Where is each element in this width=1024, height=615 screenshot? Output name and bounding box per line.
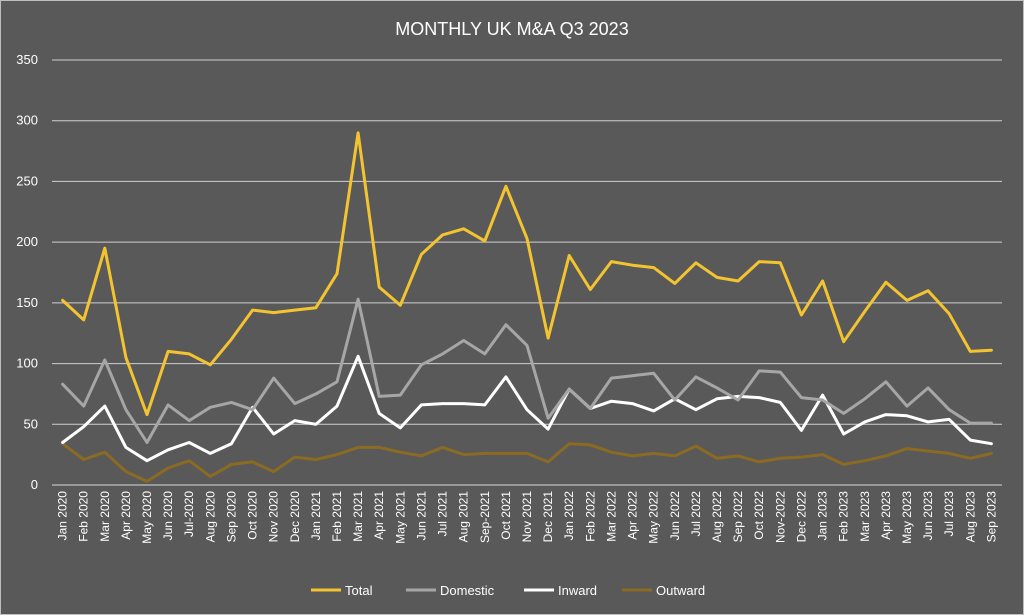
gridlines (52, 59, 1002, 486)
x-tick-label: Sep 2020 (224, 491, 238, 543)
legend: Total Domestic Inward Outward (311, 583, 705, 598)
x-tick-label: Dec 2022 (794, 491, 808, 543)
x-tick-label: Jun 2022 (668, 491, 682, 541)
x-tick-label: Jul 2023 (942, 491, 956, 537)
y-tick-label: 300 (16, 113, 38, 128)
legend-label-outward: Outward (656, 583, 705, 598)
x-tick-label: Dec 2021 (541, 491, 555, 543)
x-tick-label: Jul 2022 (689, 491, 703, 537)
x-tick-label: May 2020 (140, 491, 154, 544)
x-tick-label: Jan 2021 (309, 491, 323, 541)
x-tick-label: Feb 2023 (837, 491, 851, 542)
x-tick-label: Mar 2020 (98, 491, 112, 542)
x-tick-label: Dec 2020 (288, 491, 302, 543)
y-tick-label: 150 (16, 295, 38, 310)
x-tick-label: May 2022 (647, 491, 661, 544)
y-tick-label: 200 (16, 234, 38, 249)
x-tick-label: Jul-2020 (182, 491, 196, 537)
y-tick-label: 0 (31, 477, 38, 492)
x-axis-ticks: Jan 2020 Feb 2020 Mar 2020 Apr 2020 May 2020… (56, 491, 999, 544)
x-tick-label: Jun 2020 (161, 491, 175, 541)
series-lines (61, 131, 993, 483)
x-tick-label: Apr 2021 (372, 491, 386, 540)
x-tick-label: Jan 2022 (562, 491, 576, 541)
x-tick-label: Nov 2021 (520, 491, 534, 543)
x-tick-label: Sep 2022 (731, 491, 745, 543)
x-tick-label: Nov 2020 (267, 491, 281, 543)
x-tick-label: Aug 2020 (203, 491, 217, 543)
legend-label-total: Total (345, 583, 373, 598)
x-tick-label: Oct 2021 (499, 491, 513, 540)
x-tick-label: Apr 2023 (879, 491, 893, 540)
x-tick-label: Feb 2022 (583, 491, 597, 542)
series-line-total (61, 131, 993, 417)
x-tick-label: Oct 2022 (752, 491, 766, 540)
x-tick-label: Nov-2022 (773, 491, 787, 543)
y-axis-ticks: 0 50 100 150 200 250 300 350 (16, 52, 38, 492)
x-tick-label: May 2021 (393, 491, 407, 544)
legend-label-inward: Inward (558, 583, 597, 598)
y-tick-label: 50 (24, 416, 38, 431)
x-tick-label: May 2023 (900, 491, 914, 544)
series-line-outward (61, 442, 993, 483)
x-tick-label: Sep 2023 (984, 491, 998, 543)
x-tick-label: Aug 2021 (457, 491, 471, 543)
x-tick-label: Apr 2020 (119, 491, 133, 540)
legend-label-domestic: Domestic (440, 583, 495, 598)
x-tick-label: Jan 2020 (56, 491, 70, 541)
x-tick-label: Jun 2023 (921, 491, 935, 541)
series-line-inward (61, 354, 993, 463)
x-tick-label: Aug 2022 (710, 491, 724, 543)
x-tick-label: Sep-2021 (478, 491, 492, 543)
x-tick-label: Feb 2021 (330, 491, 344, 542)
x-tick-label: Mar 2022 (604, 491, 618, 542)
y-tick-label: 250 (16, 173, 38, 188)
y-tick-label: 350 (16, 52, 38, 67)
x-tick-label: Apr 2022 (626, 491, 640, 540)
x-tick-label: Jul 2021 (436, 491, 450, 537)
x-tick-label: Mar 2021 (351, 491, 365, 542)
y-tick-label: 100 (16, 356, 38, 371)
x-tick-label: Feb 2020 (77, 491, 91, 542)
x-tick-label: Jan 2023 (816, 491, 830, 541)
series-line-domestic (61, 297, 993, 444)
x-tick-label: Aug 2023 (963, 491, 977, 543)
chart-title: MONTHLY UK M&A Q3 2023 (395, 19, 628, 39)
x-tick-label: Mar 2023 (858, 491, 872, 542)
x-tick-label: Jun 2021 (414, 491, 428, 541)
x-tick-label: Oct 2020 (246, 491, 260, 540)
